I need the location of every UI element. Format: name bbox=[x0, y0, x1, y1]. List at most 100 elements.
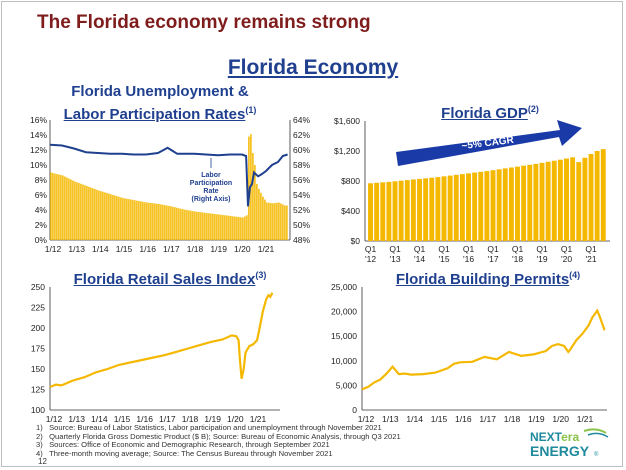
unemployment-bar bbox=[180, 208, 182, 240]
retail-y-tick: 200 bbox=[31, 323, 45, 333]
unemployment-bar bbox=[198, 212, 200, 240]
unemployment-bar bbox=[122, 198, 124, 240]
unemployment-left-tick: 8% bbox=[35, 175, 48, 185]
unemployment-x-tick: 1/13 bbox=[68, 244, 85, 254]
unemployment-bar bbox=[120, 197, 122, 240]
gdp-bar bbox=[374, 182, 380, 241]
gdp-bar bbox=[447, 175, 453, 241]
unemployment-bar bbox=[182, 209, 184, 240]
unemployment-bar bbox=[242, 217, 244, 240]
gdp-bar bbox=[423, 178, 429, 241]
unemployment-bar bbox=[260, 192, 262, 240]
gdp-x-tick-year: '18 bbox=[512, 254, 523, 264]
unemployment-bar bbox=[130, 199, 132, 240]
gdp-title-text: Florida GDP bbox=[441, 105, 528, 122]
unemployment-bar bbox=[124, 198, 126, 240]
main-title: Florida Economy bbox=[0, 56, 626, 80]
unemployment-left-tick: 10% bbox=[30, 160, 47, 170]
gdp-x-tick-quarter: Q1 bbox=[463, 244, 475, 254]
gdp-bar bbox=[392, 181, 398, 241]
unemployment-right-tick: 54% bbox=[293, 190, 310, 200]
unemployment-bar bbox=[262, 196, 264, 240]
unemployment-bar bbox=[108, 193, 110, 240]
unemployment-bar bbox=[192, 211, 194, 240]
footnote-number: 1) bbox=[36, 423, 43, 432]
unemployment-bar bbox=[234, 216, 236, 240]
unemployment-bar bbox=[70, 179, 72, 240]
gdp-x-tick-year: '12 bbox=[365, 254, 376, 264]
unemployment-bar bbox=[128, 199, 130, 240]
gdp-bar bbox=[508, 167, 514, 241]
retail-chart-title: Florida Retail Sales Index(3) bbox=[40, 266, 300, 289]
gdp-bar bbox=[521, 165, 527, 241]
permits-x-tick: 1/13 bbox=[382, 414, 399, 424]
gdp-bar bbox=[576, 162, 582, 241]
unemployment-bar bbox=[228, 215, 230, 240]
unemployment-left-tick: 4% bbox=[35, 205, 48, 215]
unemployment-bar bbox=[178, 208, 180, 240]
gdp-x-tick-year: '15 bbox=[438, 254, 449, 264]
unemployment-bar bbox=[208, 213, 210, 240]
retail-title-text: Florida Retail Sales Index bbox=[73, 271, 256, 288]
unemployment-bar bbox=[162, 204, 164, 240]
unemployment-bar bbox=[216, 214, 218, 240]
gdp-y-tick: $1,200 bbox=[334, 146, 360, 156]
unemployment-right-tick: 56% bbox=[293, 175, 310, 185]
gdp-bar bbox=[515, 166, 520, 241]
retail-y-tick: 125 bbox=[31, 385, 45, 395]
unemployment-bar bbox=[140, 201, 142, 240]
unemployment-bar bbox=[264, 199, 266, 240]
retail-x-tick: 1/20 bbox=[227, 414, 244, 424]
unemployment-bar bbox=[126, 198, 128, 240]
unemployment-bar bbox=[196, 211, 198, 240]
gdp-x-tick-quarter: Q1 bbox=[365, 244, 377, 254]
unemployment-bar bbox=[106, 193, 108, 240]
gdp-x-tick-year: '16 bbox=[463, 254, 474, 264]
permits-y-tick: 15,000 bbox=[331, 331, 357, 341]
permits-line bbox=[361, 308, 606, 391]
unemployment-bar bbox=[238, 217, 240, 240]
gdp-bar bbox=[533, 163, 539, 241]
retail-x-tick: 1/14 bbox=[91, 414, 108, 424]
retail-x-tick: 1/18 bbox=[182, 414, 199, 424]
unemployment-bar bbox=[272, 203, 274, 240]
unemployment-x-tick: 1/12 bbox=[45, 244, 62, 254]
unemployment-bar bbox=[118, 196, 120, 240]
unemployment-bar bbox=[54, 173, 56, 240]
logo-next: NEXTera bbox=[530, 430, 579, 444]
unemployment-bar bbox=[172, 206, 174, 240]
unemployment-bar bbox=[274, 203, 276, 240]
unemployment-bar bbox=[240, 217, 242, 240]
unemployment-title-sup: (1) bbox=[245, 105, 257, 115]
footnote-text: Quarterly Florida Gross Domestic Product… bbox=[49, 431, 401, 441]
unemployment-bar bbox=[150, 203, 152, 240]
footnote: 2) Quarterly Florida Gross Domestic Prod… bbox=[36, 431, 401, 442]
unemployment-bar bbox=[280, 203, 282, 240]
unemployment-bar bbox=[168, 205, 170, 240]
gdp-x-tick-quarter: Q1 bbox=[536, 244, 548, 254]
unemployment-bar bbox=[284, 205, 286, 240]
unemployment-left-tick: 12% bbox=[30, 145, 47, 155]
footnote-number: 4) bbox=[36, 448, 43, 458]
gdp-bar bbox=[570, 157, 576, 241]
cagr-arrow-icon bbox=[396, 120, 582, 166]
unemployment-bar bbox=[268, 202, 270, 240]
unemployment-right-tick: 62% bbox=[293, 130, 310, 140]
permits-x-tick: 1/17 bbox=[479, 414, 496, 424]
gdp-bar bbox=[398, 180, 404, 241]
gdp-bar bbox=[539, 162, 545, 241]
unemployment-bar bbox=[230, 216, 232, 240]
unemployment-bar bbox=[244, 216, 246, 240]
gdp-bar bbox=[472, 172, 478, 241]
permits-title-text: Florida Building Permits bbox=[395, 271, 570, 288]
unemployment-bar bbox=[210, 213, 212, 240]
permits-x-tick: 1/16 bbox=[455, 414, 472, 424]
unemployment-bar bbox=[254, 165, 256, 240]
retail-x-tick: 1/19 bbox=[204, 414, 221, 424]
permits-y-tick: 5,000 bbox=[336, 380, 358, 390]
nextera-logo: NEXTera ENERGY ® bbox=[530, 428, 609, 459]
unemployment-bar bbox=[116, 196, 118, 240]
permits-chart-title: Florida Building Permits(4) bbox=[368, 266, 608, 289]
